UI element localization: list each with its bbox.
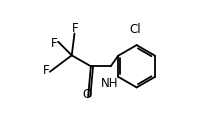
Text: Cl: Cl <box>129 23 141 36</box>
Text: O: O <box>82 88 91 101</box>
Text: NH: NH <box>101 76 119 90</box>
Text: F: F <box>51 37 57 50</box>
Text: F: F <box>43 64 50 77</box>
Text: F: F <box>72 22 79 34</box>
